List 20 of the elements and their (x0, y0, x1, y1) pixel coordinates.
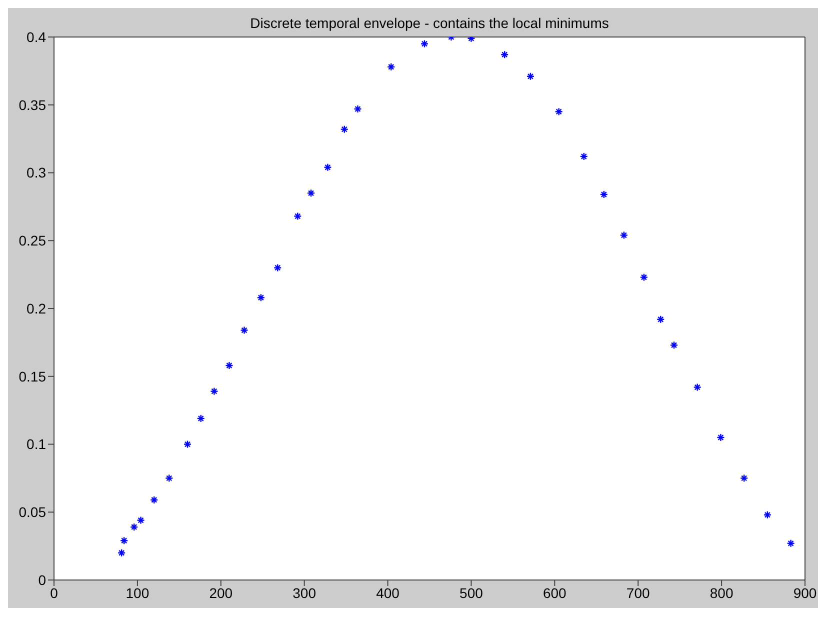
y-tick-label: 0 (38, 572, 46, 588)
y-tick-label: 0.3 (26, 164, 46, 181)
x-tick-label: 700 (626, 584, 650, 601)
x-tick-label: 0 (50, 584, 58, 601)
x-tick-label: 800 (710, 584, 734, 601)
chart-title: Discrete temporal envelope - contains the local minimums (250, 15, 609, 31)
x-tick-label: 900 (793, 584, 817, 601)
x-tick-label: 300 (292, 584, 316, 601)
y-tick-label: 0.25 (18, 232, 46, 249)
y-tick-label: 0.2 (26, 300, 46, 316)
x-tick-label: 500 (460, 584, 484, 601)
y-tick-label: 0.05 (18, 504, 46, 520)
x-tick-label: 600 (542, 584, 567, 601)
x-tick-label: 100 (126, 584, 150, 601)
y-tick-label: 0.35 (18, 96, 46, 113)
y-tick-label: 0.1 (26, 436, 46, 452)
x-tick-label: 200 (209, 584, 233, 601)
y-tick-label: 0.15 (18, 368, 46, 384)
x-tick-label: 400 (376, 584, 400, 601)
y-tick-label: 0.4 (26, 28, 46, 45)
